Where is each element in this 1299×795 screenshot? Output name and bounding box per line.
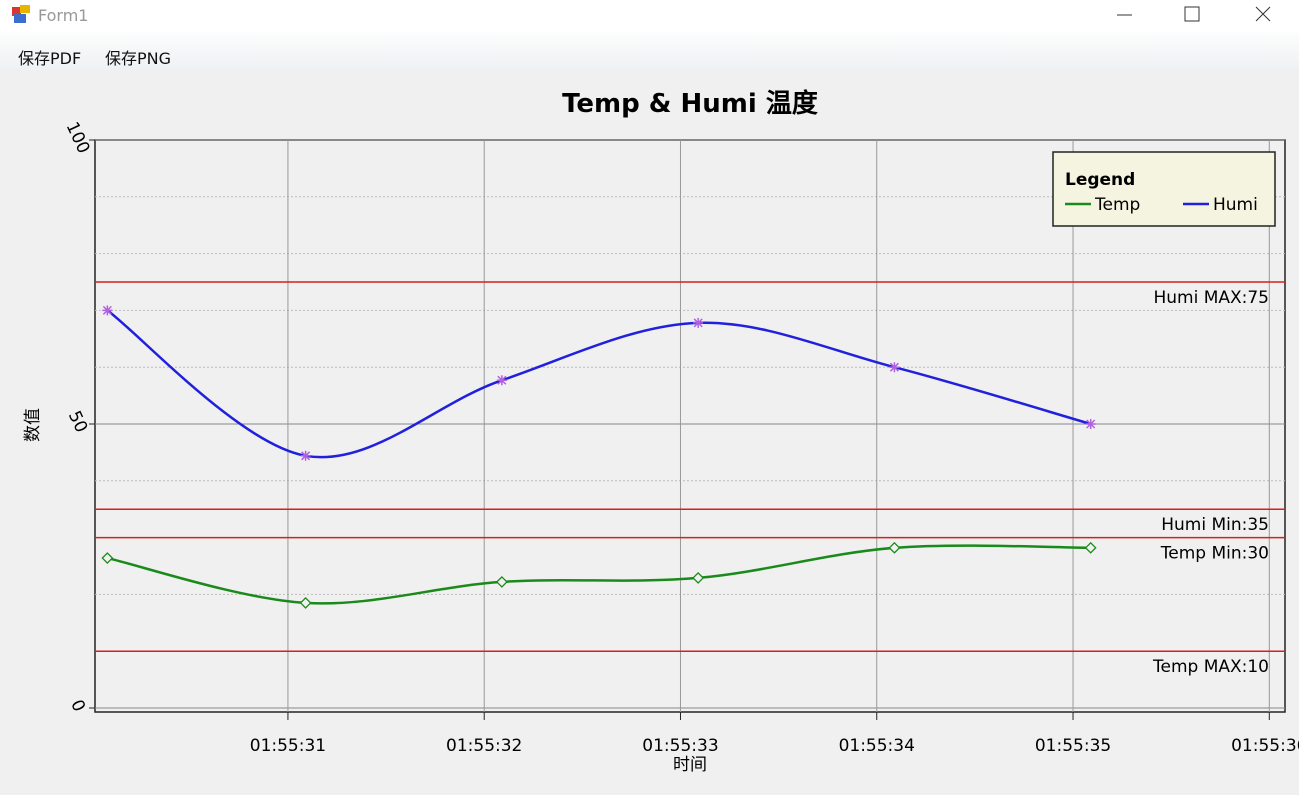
menu-item[interactable]: 保存PDF: [18, 49, 82, 68]
chart-title: Temp & Humi 温度: [562, 88, 818, 119]
x-tick-label: 01:55:31: [250, 736, 326, 756]
chart: Temp & Humi 温度 时间 数值 0 50 100 01:55:31 01:55…: [23, 88, 1299, 775]
marker: [102, 305, 113, 316]
x-tick-label: 01:55:36: [1231, 736, 1299, 756]
y-axis-label: 数值: [23, 408, 43, 442]
legend-label: Humi: [1213, 195, 1258, 215]
window-title: Form1: [38, 6, 89, 25]
marker: [889, 362, 900, 373]
app-icon: [14, 14, 26, 23]
x-tick-label: 01:55:33: [642, 736, 718, 756]
reference-label: Humi MAX:75: [1153, 288, 1269, 308]
title-bar: Form1: [0, 0, 1299, 32]
marker: [496, 375, 507, 386]
y-tick-label: 100: [62, 119, 94, 157]
y-tick-label: 0: [66, 697, 89, 715]
marker: [693, 317, 704, 328]
series-line: [107, 544, 1091, 605]
app-icon: [20, 5, 30, 13]
x-axis-label: 时间: [673, 755, 707, 775]
marker: [692, 572, 705, 584]
x-tick-label: 01:55:32: [446, 736, 522, 756]
close-button[interactable]: [1255, 6, 1271, 22]
legend-box: [1052, 151, 1276, 227]
marker: [1084, 541, 1097, 554]
menu-item[interactable]: 保存PNG: [105, 49, 172, 68]
marker: [300, 450, 311, 461]
x-tick-label: 01:55:35: [1035, 736, 1111, 756]
reference-label: Temp MAX:10: [1152, 657, 1269, 677]
marker: [1085, 419, 1096, 429]
marker: [888, 541, 901, 554]
menu-bar: 保存PDF 保存PNG: [0, 32, 1299, 72]
series-line: [106, 309, 1092, 459]
title-bar-icons: [12, 5, 1271, 23]
app-icon: [12, 7, 21, 16]
legend-title: Legend: [1065, 170, 1135, 190]
legend-label: Temp: [1094, 195, 1140, 215]
marker: [101, 552, 114, 564]
marker: [299, 597, 312, 609]
reference-label: Temp Min:30: [1160, 544, 1269, 564]
x-tick-label: 01:55:34: [839, 736, 915, 756]
maximize-button[interactable]: [1184, 6, 1200, 22]
marker: [495, 575, 508, 588]
reference-label: Humi Min:35: [1161, 515, 1269, 535]
y-tick-label: 50: [64, 408, 91, 436]
